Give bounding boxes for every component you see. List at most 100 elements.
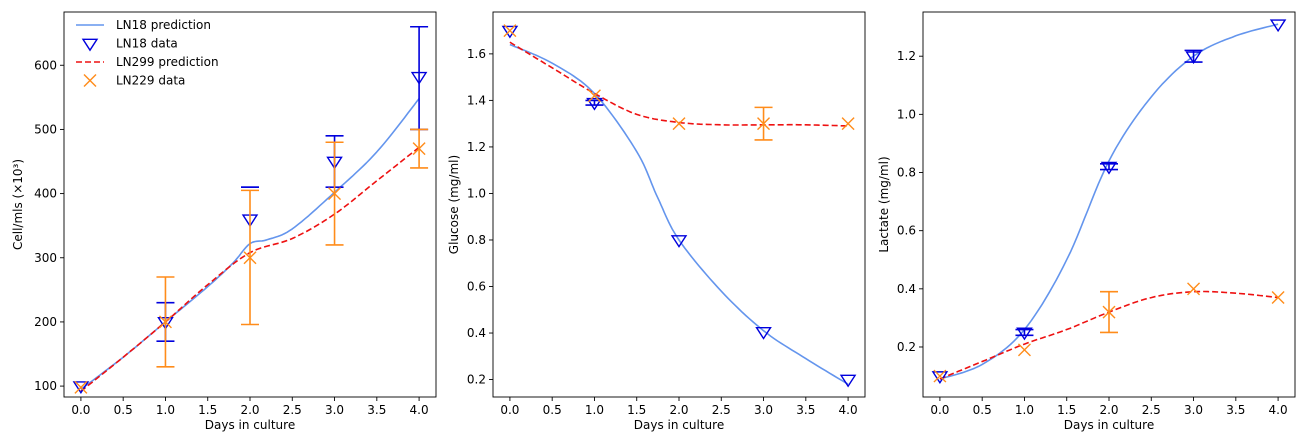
x-tick-label: 3.5: [796, 403, 815, 417]
y-tick-label: 1.6: [467, 47, 486, 61]
x-tick-label: 3.0: [325, 403, 344, 417]
data-point-ln229_data-stroke-b: [1187, 282, 1201, 296]
y-tick-label: 1.0: [897, 107, 916, 121]
y-tick-label: 200: [34, 315, 57, 329]
data-point-ln18_data: [1269, 19, 1287, 33]
legend-label: LN229 data: [116, 74, 185, 88]
data-point-ln18_data: [755, 326, 772, 340]
plot-frame: [922, 11, 1296, 398]
series-line-ln18_pred: [509, 43, 849, 385]
x-tick-label: 3.5: [1226, 403, 1245, 417]
x-tick-label: 4.0: [410, 403, 429, 417]
data-point-ln229_data-stroke-b: [243, 251, 257, 265]
y-tick-label: 100: [34, 379, 57, 393]
data-point-ln18_data: [586, 97, 603, 111]
y-tick-label: 0.2: [467, 373, 486, 387]
legend-label: LN299 prediction: [116, 55, 219, 69]
y-tick-label: 0.2: [897, 340, 916, 354]
y-axis-label: Glucose (mg/ml): [447, 155, 461, 254]
x-axis-label: Days in culture: [1064, 418, 1154, 432]
x-tick-label: 2.0: [240, 403, 259, 417]
data-point-ln229_data-stroke-b: [74, 380, 88, 394]
series-line-ln229_pred: [509, 41, 849, 127]
x-tick-label: 1.0: [156, 403, 175, 417]
data-point-ln229_data-stroke-b: [841, 117, 855, 131]
data-point-ln18_data: [1100, 161, 1118, 175]
x-tick-label: 0.5: [543, 403, 562, 417]
y-tick-label: 500: [34, 122, 57, 136]
data-point-ln18_data: [410, 71, 428, 85]
data-point-ln229_data: [757, 117, 771, 131]
data-point-ln229_data: [841, 117, 855, 131]
y-tick-label: 0.4: [467, 326, 486, 340]
data-point-ln18_data: [72, 381, 90, 395]
y-tick-label: 1.2: [467, 140, 486, 154]
data-point-ln229_data-stroke-b: [158, 315, 172, 329]
x-tick-label: 0.5: [114, 403, 133, 417]
chart-panel-1: 0.0 0.5 1.0 1.5 2.0 2.5 3.0 3.5 4.0 100 200 300 400 5…: [11, 11, 437, 432]
y-tick-label: 1.4: [467, 93, 486, 107]
x-tick-label: 2.5: [712, 403, 731, 417]
x-tick-label: 1.0: [585, 403, 604, 417]
x-axis-label: Days in culture: [634, 418, 724, 432]
x-tick-label: 0.0: [500, 403, 519, 417]
legend-swatch: [83, 74, 97, 87]
data-point-ln229_data: [587, 89, 601, 103]
data-point-ln229_data: [503, 24, 517, 38]
y-tick-label: 600: [34, 58, 57, 72]
y-tick-label: 0.4: [897, 282, 916, 296]
data-point-ln229_data-stroke-b: [1271, 291, 1285, 305]
x-tick-label: 1.5: [198, 403, 217, 417]
error-bar-ln18_data: [410, 25, 429, 131]
y-tick-label: 1.2: [897, 49, 916, 63]
data-point-ln18_data: [501, 25, 519, 39]
data-point-ln229_data-stroke-b: [328, 187, 342, 201]
legend: LN18 prediction LN18 data LN299 prediction…: [76, 18, 219, 88]
x-axis-label: Days in culture: [205, 418, 295, 432]
legend-item-ln18_data: LN18 data: [81, 37, 178, 52]
data-point-ln229_data-stroke-b: [587, 89, 601, 103]
y-tick-label: 0.8: [467, 233, 486, 247]
x-tick-label: 4.0: [1269, 403, 1288, 417]
y-tick-label: 400: [34, 187, 57, 201]
data-point-ln229_data-stroke-b: [757, 117, 771, 131]
x-tick-label: 3.0: [754, 403, 773, 417]
data-point-ln229_data-stroke-b: [1017, 343, 1031, 357]
x-tick-label: 2.5: [1142, 403, 1161, 417]
legend-swatch-stroke-b: [83, 74, 97, 87]
data-point-ln18_data: [931, 371, 949, 385]
legend-item-ln229_data: LN229 data: [83, 74, 185, 88]
chart-panel-2: 0.0 0.5 1.0 1.5 2.0 2.5 3.0 3.5 4.0 0.2 0.4 0.6 0.8 1…: [447, 11, 866, 432]
y-tick-label: 0.6: [897, 224, 916, 238]
x-tick-label: 1.5: [1057, 403, 1076, 417]
legend-item-ln18_pred: LN18 prediction: [76, 18, 211, 32]
y-tick-label: 300: [34, 251, 57, 265]
x-tick-label: 2.0: [669, 403, 688, 417]
data-point-ln229_data: [158, 315, 172, 329]
data-point-ln229_data: [1271, 291, 1285, 305]
x-tick-label: 1.0: [1015, 403, 1034, 417]
x-tick-label: 0.0: [71, 403, 90, 417]
data-point-ln229_data: [328, 187, 342, 201]
series-line-ln18_pred: [939, 23, 1279, 380]
legend-label: LN18 data: [116, 37, 178, 51]
data-point-ln229_data-stroke-b: [1102, 305, 1116, 319]
data-point-ln229_data: [412, 142, 426, 156]
x-tick-label: 3.5: [367, 403, 386, 417]
data-point-ln229_data-stroke-b: [503, 24, 517, 38]
y-tick-label: 1.0: [467, 186, 486, 200]
x-tick-label: 0.5: [973, 403, 992, 417]
chart-panel-3: 0.0 0.5 1.0 1.5 2.0 2.5 3.0 3.5 4.0 0.2 0.4 0.6 0.8 1…: [877, 11, 1296, 432]
data-point-ln229_data: [1187, 282, 1201, 296]
data-point-ln229_data: [933, 369, 947, 383]
data-point-ln18_data: [839, 374, 857, 388]
data-point-ln18_data: [1185, 51, 1202, 65]
x-tick-label: 2.5: [283, 403, 302, 417]
y-axis-label: Cell/mls (×10³): [11, 159, 25, 250]
data-point-ln18_data: [670, 235, 688, 248]
legend-item-ln229_pred: LN299 prediction: [76, 55, 219, 69]
x-tick-label: 3.0: [1184, 403, 1203, 417]
x-tick-label: 4.0: [839, 403, 858, 417]
x-tick-label: 1.5: [627, 403, 646, 417]
